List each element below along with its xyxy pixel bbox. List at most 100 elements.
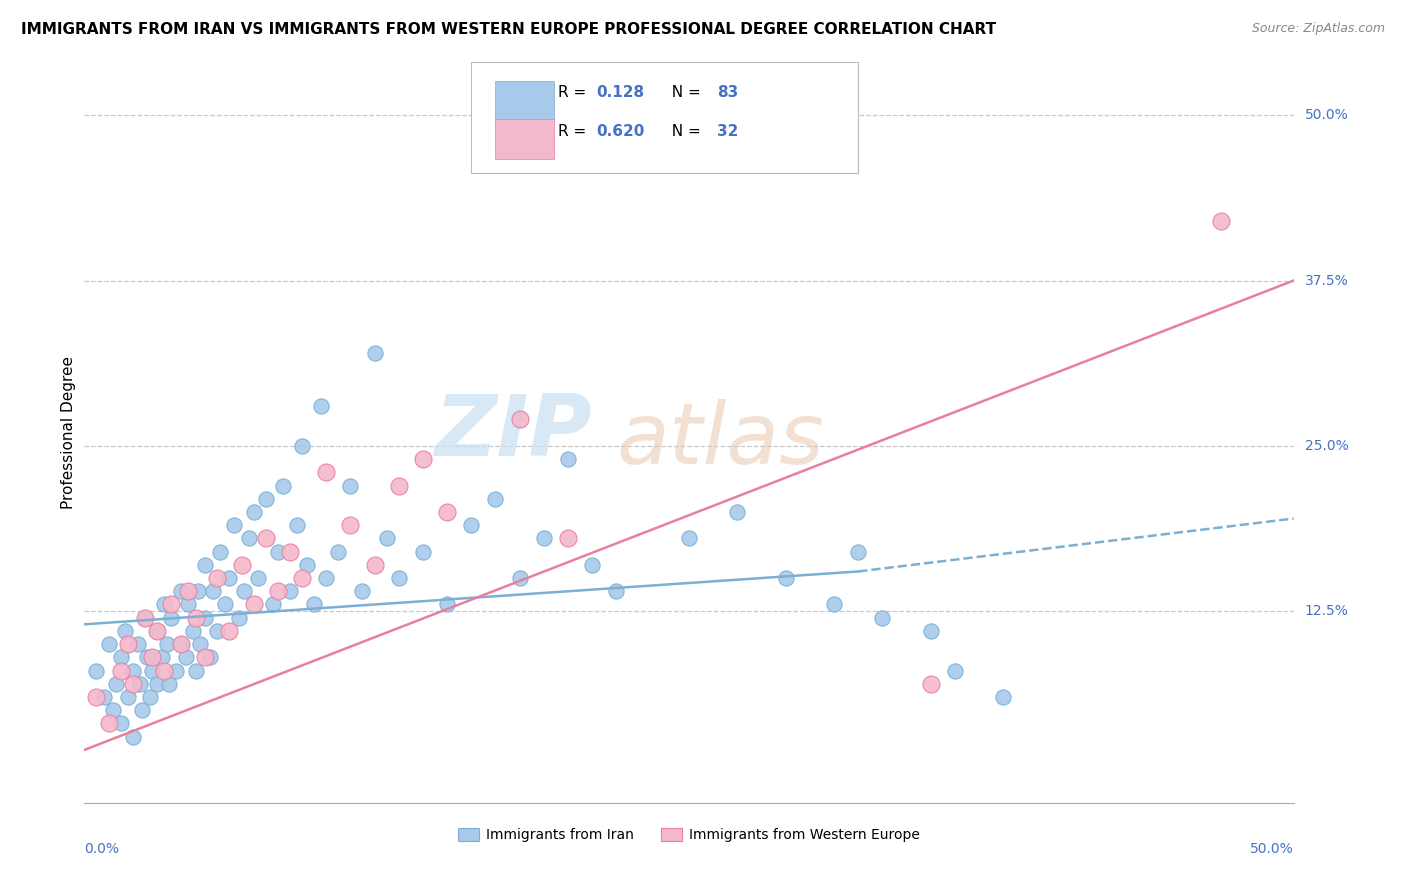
Point bbox=[207, 571, 229, 585]
Point bbox=[86, 664, 108, 678]
Point bbox=[194, 650, 217, 665]
Point bbox=[177, 598, 200, 612]
Point bbox=[291, 571, 314, 585]
Point bbox=[150, 650, 173, 665]
Point bbox=[157, 677, 180, 691]
Point bbox=[267, 584, 290, 599]
Point bbox=[993, 690, 1015, 704]
Point bbox=[165, 664, 187, 678]
Point bbox=[315, 571, 337, 585]
Point bbox=[943, 664, 966, 678]
Point bbox=[254, 491, 277, 506]
Point bbox=[170, 584, 193, 599]
Point bbox=[184, 664, 207, 678]
Point bbox=[436, 505, 458, 519]
Point bbox=[920, 677, 942, 691]
Point bbox=[224, 518, 246, 533]
Point bbox=[311, 399, 333, 413]
Point bbox=[352, 584, 374, 599]
Point bbox=[153, 598, 176, 612]
Text: 0.620: 0.620 bbox=[596, 124, 644, 139]
Point bbox=[117, 690, 139, 704]
Point bbox=[86, 690, 108, 704]
Text: N =: N = bbox=[662, 85, 706, 100]
Point bbox=[214, 598, 236, 612]
Point bbox=[170, 637, 193, 651]
Point bbox=[509, 571, 531, 585]
Text: N =: N = bbox=[662, 124, 706, 139]
Point bbox=[194, 611, 217, 625]
Point bbox=[388, 571, 411, 585]
Point bbox=[363, 558, 385, 572]
Point bbox=[153, 664, 176, 678]
Text: 50.0%: 50.0% bbox=[1250, 842, 1294, 855]
Point bbox=[460, 518, 482, 533]
Point bbox=[117, 637, 139, 651]
Point bbox=[181, 624, 204, 638]
Point bbox=[97, 716, 120, 731]
Point bbox=[247, 571, 270, 585]
Point bbox=[174, 650, 197, 665]
Point bbox=[872, 611, 894, 625]
Point bbox=[103, 703, 125, 717]
Legend: Immigrants from Iran, Immigrants from Western Europe: Immigrants from Iran, Immigrants from We… bbox=[453, 822, 925, 847]
FancyBboxPatch shape bbox=[495, 119, 554, 159]
Text: 83: 83 bbox=[717, 85, 738, 100]
Point bbox=[339, 518, 361, 533]
Point bbox=[339, 478, 361, 492]
Point bbox=[302, 598, 325, 612]
Text: 25.0%: 25.0% bbox=[1305, 439, 1348, 453]
Text: atlas: atlas bbox=[616, 399, 824, 482]
Point bbox=[187, 584, 209, 599]
Point bbox=[110, 716, 132, 731]
Point bbox=[581, 558, 603, 572]
Point bbox=[242, 598, 264, 612]
Point bbox=[775, 571, 797, 585]
Point bbox=[218, 571, 240, 585]
Point bbox=[231, 558, 253, 572]
Y-axis label: Professional Degree: Professional Degree bbox=[60, 356, 76, 509]
Text: IMMIGRANTS FROM IRAN VS IMMIGRANTS FROM WESTERN EUROPE PROFESSIONAL DEGREE CORRE: IMMIGRANTS FROM IRAN VS IMMIGRANTS FROM … bbox=[21, 22, 997, 37]
Text: 12.5%: 12.5% bbox=[1305, 604, 1348, 618]
Point bbox=[233, 584, 256, 599]
Point bbox=[201, 584, 224, 599]
Point bbox=[1209, 214, 1232, 228]
Text: 0.128: 0.128 bbox=[596, 85, 644, 100]
Point bbox=[184, 611, 207, 625]
FancyBboxPatch shape bbox=[471, 62, 858, 173]
Point bbox=[155, 637, 177, 651]
Point bbox=[207, 624, 229, 638]
Point bbox=[136, 650, 159, 665]
Point bbox=[557, 532, 579, 546]
Point bbox=[114, 624, 136, 638]
FancyBboxPatch shape bbox=[495, 81, 554, 121]
Point bbox=[194, 558, 217, 572]
Text: ZIP: ZIP bbox=[434, 391, 592, 475]
Point bbox=[388, 478, 411, 492]
Point bbox=[131, 703, 153, 717]
Point bbox=[533, 532, 555, 546]
Point bbox=[436, 598, 458, 612]
Text: 32: 32 bbox=[717, 124, 738, 139]
Point bbox=[134, 611, 156, 625]
Point bbox=[146, 677, 169, 691]
Text: Source: ZipAtlas.com: Source: ZipAtlas.com bbox=[1251, 22, 1385, 36]
Point bbox=[160, 598, 183, 612]
Point bbox=[170, 637, 193, 651]
Point bbox=[242, 505, 264, 519]
Point bbox=[295, 558, 318, 572]
Point bbox=[278, 544, 301, 558]
Point bbox=[238, 532, 260, 546]
Point bbox=[228, 611, 250, 625]
Text: 37.5%: 37.5% bbox=[1305, 274, 1348, 287]
Point bbox=[846, 544, 869, 558]
Point bbox=[254, 532, 277, 546]
Point bbox=[198, 650, 221, 665]
Point bbox=[141, 664, 163, 678]
Point bbox=[110, 650, 132, 665]
Point bbox=[267, 544, 290, 558]
Point bbox=[509, 412, 531, 426]
Point bbox=[110, 664, 132, 678]
Point bbox=[557, 452, 579, 467]
Point bbox=[93, 690, 115, 704]
